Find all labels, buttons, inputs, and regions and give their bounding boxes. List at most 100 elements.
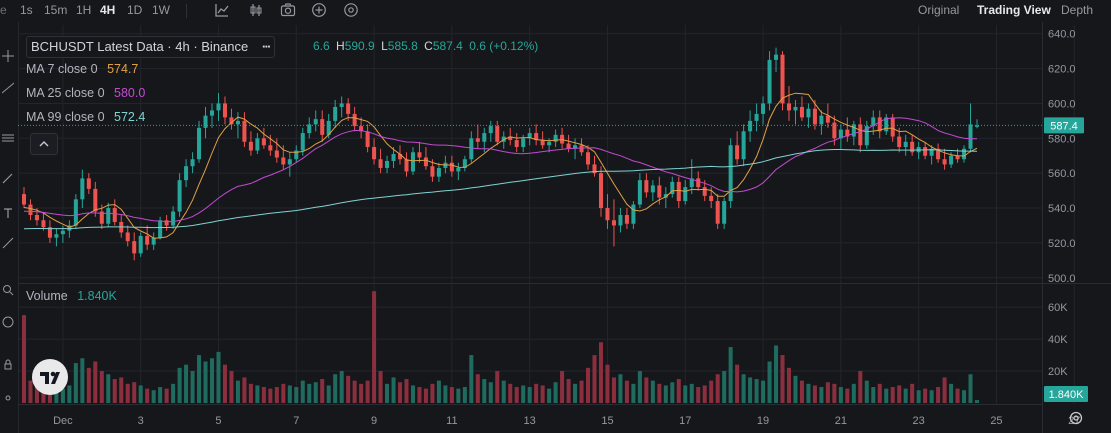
candle — [151, 232, 156, 250]
candle — [60, 225, 65, 243]
measure-icon[interactable] — [2, 237, 14, 249]
candle — [80, 169, 85, 209]
eye-icon[interactable] — [2, 392, 14, 404]
candle — [171, 206, 176, 229]
candle-body — [54, 234, 59, 238]
candle-body — [320, 119, 325, 135]
volume-bar — [968, 374, 973, 403]
candle-body — [209, 110, 215, 116]
view-depth[interactable]: Depth — [1061, 3, 1094, 17]
price-tick-label: 620.0 — [1048, 64, 1076, 76]
text-icon[interactable] — [2, 207, 14, 219]
volume-bar — [579, 380, 584, 403]
brush-icon[interactable] — [2, 172, 14, 184]
indicator-chart-icon[interactable] — [214, 2, 230, 18]
candle-body — [60, 230, 65, 235]
candle-body — [650, 185, 655, 193]
zoom-icon[interactable] — [2, 284, 14, 296]
candle — [132, 232, 137, 261]
magnet-icon[interactable] — [2, 316, 14, 328]
fib-icon[interactable] — [2, 132, 14, 144]
candle-body — [663, 194, 668, 198]
candles-icon[interactable] — [248, 2, 264, 18]
candle-body — [197, 127, 202, 160]
candle-body — [261, 138, 266, 146]
candle — [514, 133, 519, 153]
volume-bar — [670, 382, 675, 403]
volume-bar — [125, 383, 130, 403]
candle-body — [488, 126, 493, 134]
chart-grid — [18, 22, 1111, 433]
plus-circle-icon[interactable] — [311, 2, 327, 18]
interval-1w[interactable]: 1W — [152, 3, 170, 17]
volume-bar — [936, 387, 941, 403]
candle — [689, 159, 694, 195]
collapse-legend-button[interactable] — [30, 133, 58, 155]
ma25-legend[interactable]: MA 25 close 0 580.0 — [26, 83, 145, 103]
crosshair-icon[interactable] — [2, 50, 14, 62]
candle-body — [508, 136, 513, 141]
candle-body — [728, 145, 733, 202]
candle — [812, 99, 817, 130]
candle-body — [942, 159, 947, 165]
volume-bar — [475, 374, 480, 403]
interval-1s[interactable]: 1s — [20, 3, 33, 17]
candle — [391, 147, 396, 168]
candle — [462, 155, 467, 172]
candle — [229, 108, 234, 130]
volume-bar — [255, 385, 260, 403]
volume-bar — [209, 358, 215, 403]
volume-bar — [897, 385, 902, 403]
view-trading-view[interactable]: Trading View — [977, 3, 1051, 17]
ma7-legend[interactable]: MA 7 close 0 574.7 — [26, 59, 138, 79]
volume-bar — [456, 388, 461, 403]
trend-line-icon[interactable] — [2, 82, 14, 94]
interval-4h[interactable]: 4H — [100, 3, 116, 17]
volume-bar — [786, 367, 792, 403]
volume-bar — [410, 385, 415, 403]
ma99-legend[interactable]: MA 99 close 0 572.4 — [26, 107, 145, 127]
volume-bar — [138, 385, 143, 403]
interval-partial[interactable]: e — [0, 3, 7, 17]
volume-bar — [21, 315, 27, 403]
candle — [903, 134, 908, 156]
candle-body — [430, 166, 435, 177]
volume-legend[interactable]: Volume 1.840K — [26, 286, 117, 306]
candle-body — [203, 115, 208, 128]
view-original[interactable]: Original — [918, 3, 960, 17]
candle-body — [566, 143, 571, 149]
volume-bar — [735, 364, 740, 403]
candle-body — [819, 115, 824, 125]
candle-body — [423, 157, 428, 167]
camera-icon[interactable] — [280, 2, 296, 18]
tradingview-logo[interactable] — [32, 359, 68, 395]
candle-body — [825, 115, 830, 123]
candle-body — [410, 152, 415, 172]
volume-bar — [845, 388, 850, 403]
volume-bar — [385, 383, 390, 403]
candle — [47, 220, 52, 243]
volume-bar — [449, 387, 454, 403]
volume-bar — [313, 382, 318, 403]
ma99-line — [23, 149, 978, 230]
candle — [592, 155, 597, 177]
candle-body — [307, 124, 312, 134]
ma7-value: 574.7 — [107, 62, 139, 76]
time-tick-label: 17 — [679, 415, 691, 427]
candle — [968, 103, 973, 153]
ma99-value: 572.4 — [114, 110, 146, 124]
interval-15m[interactable]: 15m — [44, 3, 68, 17]
volume-bar — [151, 390, 156, 403]
interval-1d[interactable]: 1D — [127, 3, 143, 17]
lock-icon[interactable] — [2, 358, 14, 370]
settings-icon[interactable] — [343, 2, 359, 18]
candle — [598, 166, 603, 217]
candle-body — [832, 122, 837, 139]
time-tick-label: 25 — [990, 415, 1002, 427]
symbol-title[interactable]: BCHUSDT Latest Data · 4h · Binance ∙∙∙ — [26, 36, 275, 58]
interval-1h[interactable]: 1H — [76, 3, 92, 17]
volume-bar — [819, 387, 824, 403]
candle-body — [274, 150, 279, 158]
more-options-icon[interactable]: ∙∙∙ — [261, 39, 271, 54]
